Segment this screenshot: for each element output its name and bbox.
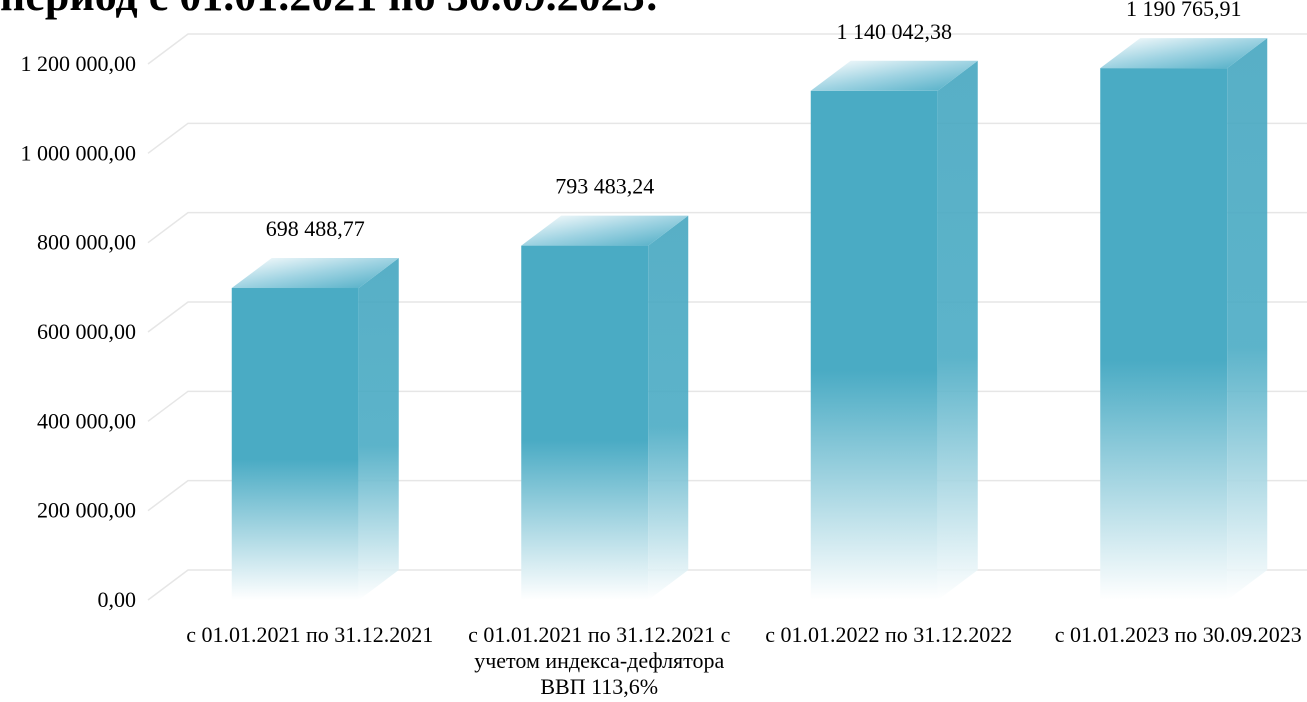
bar-side — [937, 60, 978, 601]
bar — [231, 258, 399, 600]
y-tick-label: 200 000,00 — [37, 498, 136, 523]
x-tick-label: учетом индекса-дефлятора — [474, 648, 724, 673]
bar-front — [521, 245, 649, 600]
bar — [1100, 38, 1268, 600]
y-tick-label: 0,00 — [98, 587, 137, 612]
bar-top — [521, 215, 689, 246]
data-label: 1 140 042,38 — [837, 19, 953, 44]
bar-top — [231, 258, 399, 289]
y-tick-label: 1 000 000,00 — [21, 140, 137, 165]
bar-top — [1100, 38, 1268, 69]
data-label: 698 488,77 — [266, 216, 365, 241]
chart-title: период с 01.01.2021 по 30.09.2023: — [0, 0, 1307, 30]
x-tick-label: с 01.01.2021 по 31.12.2021 с — [468, 622, 731, 647]
bar — [521, 215, 689, 600]
x-tick-label: с 01.01.2023 по 30.09.2023 — [1055, 622, 1302, 647]
bar-side — [1227, 38, 1268, 600]
bar-front — [810, 90, 938, 600]
y-tick-label: 800 000,00 — [37, 230, 136, 255]
bar-top — [810, 60, 978, 91]
bar-side — [648, 215, 689, 600]
data-label: 793 483,24 — [555, 174, 654, 199]
y-tick-label: 1 200 000,00 — [21, 51, 137, 76]
x-tick-label: с 01.01.2022 по 31.12.2022 — [765, 622, 1012, 647]
x-tick-label: с 01.01.2021 по 31.12.2021 — [186, 622, 433, 647]
bar-front — [1100, 68, 1228, 600]
gridline — [147, 33, 1307, 65]
y-tick-label: 400 000,00 — [37, 408, 136, 433]
y-tick-label: 600 000,00 — [37, 319, 136, 344]
data-label: 1 190 765,91 — [1126, 0, 1242, 21]
bar-side — [358, 258, 399, 600]
x-tick-label: ВВП 113,6% — [540, 674, 658, 699]
bar — [810, 60, 978, 601]
bar-front — [231, 288, 359, 600]
